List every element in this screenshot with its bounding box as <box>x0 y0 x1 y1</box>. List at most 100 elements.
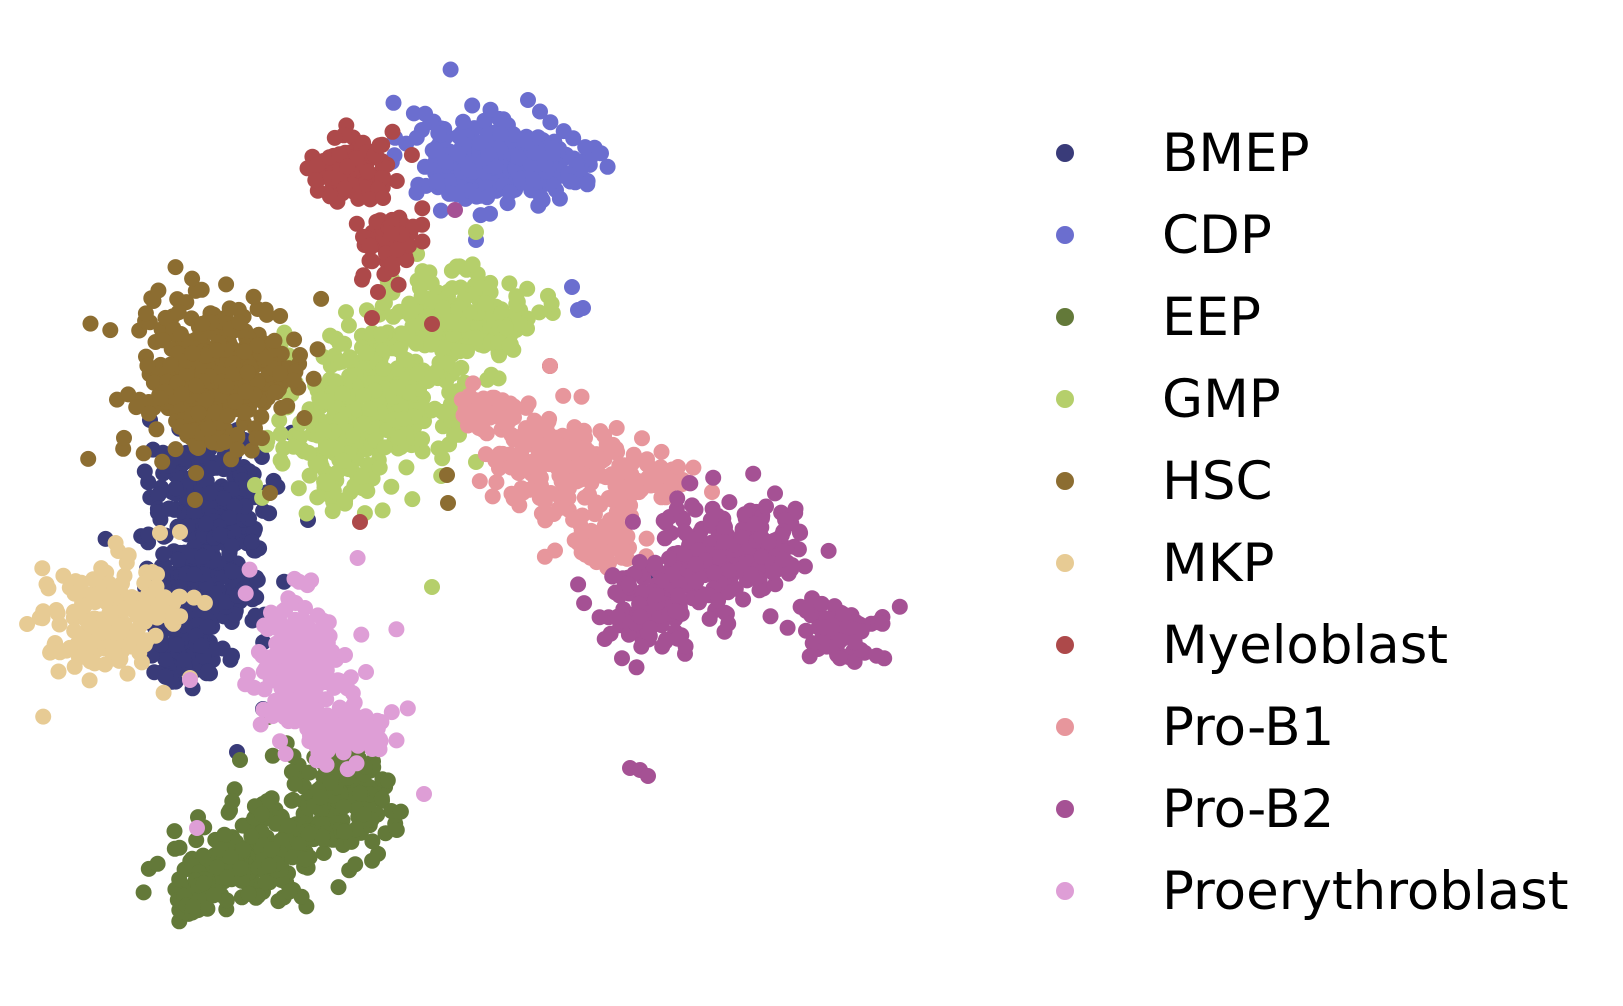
data-point <box>243 442 260 459</box>
data-point <box>538 416 555 433</box>
data-point <box>256 617 273 634</box>
legend-marker <box>1056 636 1074 654</box>
data-point <box>607 584 624 601</box>
data-point <box>510 149 527 166</box>
data-point <box>349 550 366 566</box>
data-point <box>162 356 179 373</box>
data-point <box>588 554 605 571</box>
data-point <box>831 650 848 667</box>
data-point <box>261 505 278 522</box>
data-point <box>767 485 783 502</box>
data-point <box>720 562 737 579</box>
data-point <box>316 653 333 670</box>
data-point <box>471 134 488 151</box>
data-point <box>705 469 722 486</box>
data-point <box>233 872 250 889</box>
data-point <box>97 656 114 673</box>
data-point <box>301 733 318 750</box>
data-point <box>532 103 548 120</box>
data-point <box>245 288 262 305</box>
data-point <box>337 647 353 663</box>
data-point <box>370 284 386 300</box>
data-point <box>388 173 405 189</box>
data-point <box>487 158 504 175</box>
data-point <box>81 672 98 689</box>
data-point <box>188 377 205 394</box>
data-point <box>272 365 288 382</box>
data-point <box>140 526 157 543</box>
data-point <box>446 427 463 444</box>
data-point <box>478 425 495 442</box>
data-point <box>82 315 99 332</box>
data-point <box>568 531 585 548</box>
data-point <box>339 158 356 175</box>
data-point <box>599 544 615 561</box>
data-point <box>152 390 169 406</box>
data-point <box>358 664 374 680</box>
data-point <box>74 635 91 652</box>
data-point <box>835 606 852 623</box>
data-point <box>120 547 137 564</box>
data-point <box>383 704 400 721</box>
data-point <box>157 668 174 685</box>
data-point <box>779 619 796 636</box>
data-point <box>479 189 496 206</box>
data-point <box>271 613 288 630</box>
data-point <box>307 172 324 189</box>
data-point <box>138 632 155 649</box>
data-point <box>194 315 211 332</box>
data-point <box>676 546 693 563</box>
data-point <box>290 692 307 709</box>
data-point <box>297 645 314 662</box>
data-point <box>442 61 459 78</box>
data-point <box>393 325 410 342</box>
data-point <box>371 137 388 154</box>
data-point <box>486 389 503 406</box>
data-point <box>416 786 432 802</box>
data-point <box>414 431 431 448</box>
data-point <box>592 496 609 513</box>
data-point <box>721 494 738 511</box>
data-point <box>687 501 704 518</box>
data-point <box>236 404 253 421</box>
data-point <box>593 145 609 162</box>
data-point <box>408 184 425 201</box>
data-point <box>85 571 102 588</box>
data-point <box>355 267 372 284</box>
data-point <box>577 439 593 456</box>
data-point <box>543 295 560 312</box>
data-point <box>318 393 335 410</box>
data-point <box>640 768 656 784</box>
data-point <box>404 491 421 508</box>
data-point <box>398 459 415 476</box>
data-point <box>179 423 196 440</box>
data-point <box>751 582 768 599</box>
data-point <box>414 233 431 250</box>
data-point <box>790 541 807 558</box>
data-point <box>439 355 456 372</box>
data-point <box>591 609 608 626</box>
data-point <box>388 822 405 838</box>
data-point <box>232 752 248 768</box>
data-point <box>653 443 670 460</box>
data-point <box>237 585 254 602</box>
data-point <box>653 572 670 589</box>
data-point <box>317 439 334 456</box>
data-point <box>234 817 251 834</box>
data-point <box>106 624 123 641</box>
data-point <box>520 92 536 108</box>
data-point <box>765 565 782 581</box>
data-point <box>148 421 165 438</box>
data-point <box>154 453 171 470</box>
data-point <box>321 188 338 205</box>
legend-entry: CDP <box>1040 194 1610 276</box>
data-point <box>596 451 613 468</box>
data-point <box>442 313 459 330</box>
data-point <box>135 884 152 901</box>
data-point <box>336 180 353 197</box>
data-point <box>813 595 830 612</box>
data-point <box>736 506 753 523</box>
data-point <box>709 549 726 566</box>
data-point <box>424 579 440 595</box>
data-point <box>272 308 289 324</box>
